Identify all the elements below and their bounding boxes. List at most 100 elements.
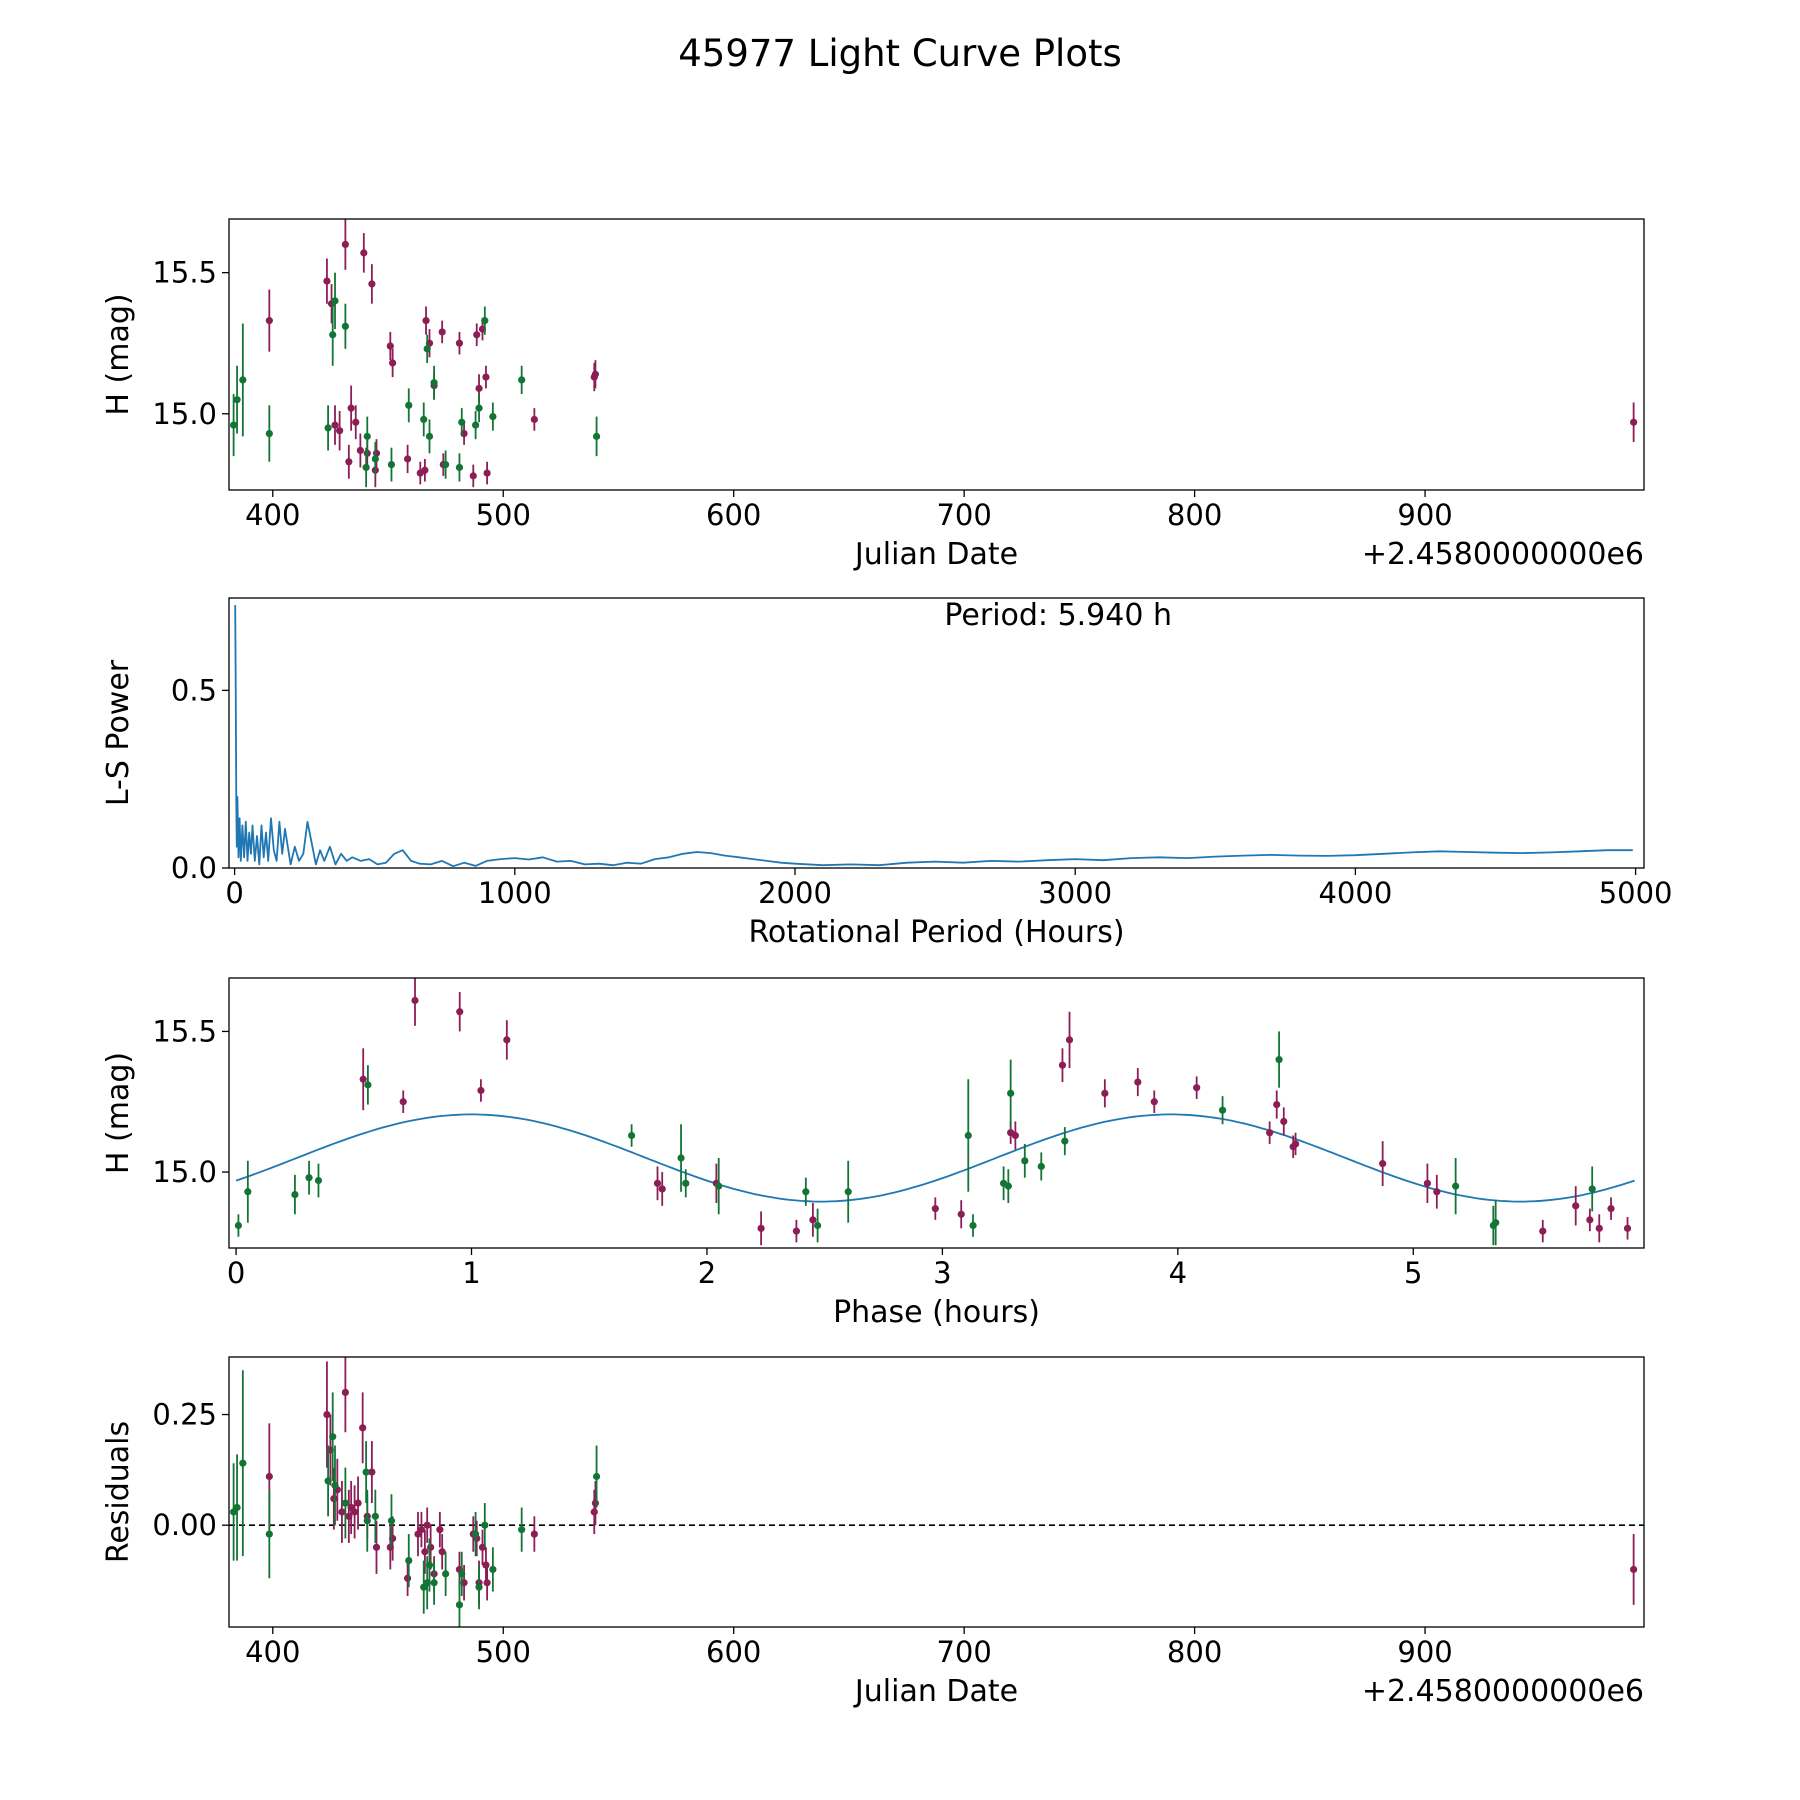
point-marker: [363, 432, 371, 440]
data-point: [1004, 1169, 1012, 1203]
point-marker: [305, 1174, 313, 1182]
data-point: [455, 331, 464, 355]
point-marker: [244, 1188, 252, 1196]
point-marker: [658, 1185, 666, 1193]
data-point: [530, 1516, 538, 1552]
data-point: [489, 402, 497, 431]
data-point: [421, 458, 429, 482]
point-marker: [387, 460, 396, 469]
point-marker: [341, 1499, 349, 1507]
x-axis-label: Phase (hours): [833, 1295, 1040, 1330]
data-point: [354, 1476, 362, 1530]
point-marker: [1433, 1188, 1441, 1196]
point-marker: [1058, 1061, 1067, 1069]
point-marker: [455, 463, 464, 472]
data-point: [658, 1172, 666, 1206]
data-point: [964, 1079, 972, 1192]
panel-periodogram: 0 1000 2000 3000 4000 5000 0.0 0.5 Rotational Pe…: [101, 597, 1673, 950]
plot-area-residuals: [229, 1357, 1644, 1627]
x-tick-label: 400: [245, 1635, 300, 1669]
x-tick-label: 600: [706, 498, 761, 532]
x-tick-label: 4: [1169, 1256, 1187, 1290]
data-point: [456, 992, 464, 1032]
point-marker: [331, 297, 339, 305]
point-marker: [230, 421, 238, 429]
point-marker: [682, 1179, 690, 1187]
point-marker: [436, 1526, 444, 1534]
point-marker: [331, 1481, 339, 1489]
point-marker: [427, 1543, 435, 1551]
data-point: [481, 306, 489, 335]
point-marker: [421, 1548, 429, 1556]
data-point: [1011, 1121, 1019, 1150]
point-marker: [1218, 1106, 1227, 1114]
point-marker: [341, 240, 349, 249]
y-axis-label: H (mag): [101, 293, 136, 415]
x-tick-label: 600: [706, 1635, 761, 1669]
point-marker: [265, 317, 273, 325]
data-point: [360, 233, 368, 273]
data-point: [475, 394, 483, 423]
point-marker: [362, 463, 370, 472]
point-marker: [438, 328, 446, 336]
point-marker: [1588, 1185, 1596, 1193]
plot-area-periodogram: [234, 605, 1633, 868]
data-point: [341, 303, 349, 349]
data-point: [1193, 1076, 1201, 1099]
point-marker: [591, 1499, 600, 1507]
point-marker: [1291, 1140, 1300, 1148]
point-marker: [458, 1570, 466, 1578]
point-marker: [957, 1210, 965, 1218]
point-marker: [430, 379, 438, 387]
x-offset-label: +2.4580000000e6: [1362, 1674, 1644, 1709]
point-marker: [809, 1216, 817, 1224]
point-marker: [330, 1495, 338, 1503]
data-point: [399, 1090, 407, 1113]
data-point: [1266, 1121, 1274, 1144]
point-marker: [1607, 1205, 1615, 1213]
point-marker: [931, 1205, 939, 1213]
data-point: [359, 1048, 367, 1111]
data-point: [323, 258, 331, 304]
data-point: [363, 1489, 371, 1552]
data-point: [503, 1020, 511, 1060]
point-marker: [592, 1472, 601, 1481]
data-point: [423, 334, 431, 363]
data-point: [471, 1511, 480, 1557]
data-point: [1433, 1174, 1441, 1209]
point-marker: [1539, 1227, 1547, 1235]
data-point: [331, 272, 339, 330]
x-tick-label: 3000: [1038, 876, 1112, 910]
point-marker: [481, 1521, 489, 1529]
point-marker: [1595, 1224, 1603, 1232]
data-point: [757, 1211, 765, 1246]
data-point: [423, 1507, 431, 1543]
x-tick-label: 4000: [1318, 876, 1392, 910]
data-point: [969, 1214, 977, 1237]
data-point: [1588, 1166, 1596, 1212]
data-point: [628, 1124, 636, 1147]
point-marker: [471, 421, 480, 429]
data-point: [591, 360, 600, 389]
data-point: [329, 1392, 337, 1481]
point-marker: [530, 415, 538, 424]
point-marker: [387, 1517, 396, 1525]
point-marker: [405, 401, 413, 409]
point-marker: [338, 1508, 346, 1516]
point-marker: [239, 376, 247, 384]
figure-title: 45977 Light Curve Plots: [678, 32, 1122, 75]
data-point: [442, 1551, 450, 1597]
point-marker: [715, 1182, 723, 1190]
point-marker: [323, 1410, 331, 1419]
point-marker: [481, 317, 489, 325]
point-marker: [475, 404, 483, 412]
point-marker: [628, 1131, 636, 1140]
point-marker: [265, 1530, 273, 1538]
data-point: [518, 1507, 526, 1552]
x-tick-label: 5000: [1599, 876, 1673, 910]
data-point: [1037, 1152, 1045, 1181]
data-point: [792, 1219, 801, 1243]
data-point: [389, 348, 397, 378]
data-point: [417, 1511, 426, 1548]
point-marker: [964, 1131, 972, 1140]
